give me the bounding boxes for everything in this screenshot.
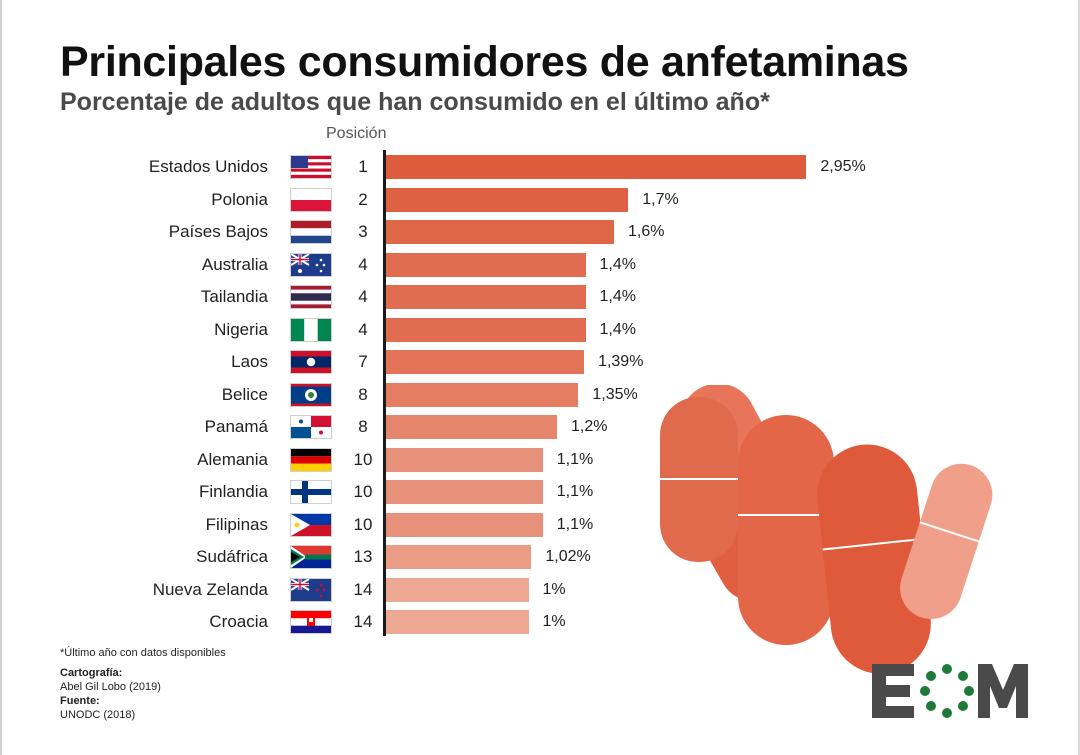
flag-nigeria-icon xyxy=(290,317,332,342)
bar xyxy=(386,512,543,537)
cartography-label: Cartografía: xyxy=(60,667,123,679)
country-label: Laos xyxy=(231,352,268,371)
flag-croatia-icon xyxy=(290,610,332,634)
flag-belize-icon xyxy=(290,382,332,407)
value-label: 1,1% xyxy=(556,450,594,468)
position-value: 10 xyxy=(353,514,373,534)
value-label: 1,02% xyxy=(545,548,591,565)
frame-edge-right xyxy=(1078,0,1080,755)
bar xyxy=(386,187,629,212)
flag-finland-icon xyxy=(290,480,332,504)
value-label: 1,4% xyxy=(599,288,636,305)
bar xyxy=(386,350,585,374)
source-label: Fuente: xyxy=(60,695,100,707)
country-label: Nigeria xyxy=(214,319,268,339)
value-label: 1,7% xyxy=(642,190,679,208)
value-label: 1,1% xyxy=(556,483,594,500)
value-label: 1,39% xyxy=(598,353,644,370)
position-value: 4 xyxy=(358,287,368,306)
chart-title: Principales consumidores de anfetaminas xyxy=(60,38,909,86)
country-label: Filipinas xyxy=(205,514,268,534)
flag-new-zealand-icon xyxy=(290,577,332,602)
position-value: 10 xyxy=(353,482,373,501)
bar xyxy=(386,220,614,244)
position-column-header: Posición xyxy=(326,125,387,142)
country-label: Tailandia xyxy=(200,287,268,306)
value-label: 2,95% xyxy=(820,158,866,175)
footer-notes: *Último año con datos disponibles Cartog… xyxy=(60,646,226,722)
position-value: 3 xyxy=(358,222,368,241)
flag-panama-icon xyxy=(290,415,332,439)
value-label: 1,2% xyxy=(571,418,608,435)
country-label: Belice xyxy=(221,384,268,404)
value-label: 1% xyxy=(542,613,566,630)
bar xyxy=(386,610,529,634)
value-label: 1% xyxy=(542,580,566,598)
country-label: Sudáfrica xyxy=(196,547,268,566)
country-label: Nueva Zelanda xyxy=(152,579,268,599)
position-value: 4 xyxy=(358,254,368,274)
bar xyxy=(386,285,586,309)
flag-australia-icon xyxy=(290,252,332,277)
flag-netherlands-icon xyxy=(290,220,332,244)
flag-thailand-icon xyxy=(290,285,332,309)
country-label: Croacia xyxy=(209,612,268,631)
position-value: 2 xyxy=(358,189,368,209)
flag-laos-icon xyxy=(290,350,332,374)
position-value: 4 xyxy=(358,319,368,339)
flag-south-africa-icon xyxy=(290,545,332,569)
value-label: 1,6% xyxy=(628,223,665,240)
country-label: Países Bajos xyxy=(168,222,268,241)
bar xyxy=(386,382,579,407)
position-value: 14 xyxy=(353,579,373,599)
bar xyxy=(386,447,543,472)
frame-edge-left xyxy=(0,0,2,755)
y-axis-line xyxy=(383,150,386,636)
position-value: 10 xyxy=(353,449,373,469)
bar xyxy=(386,545,532,569)
value-label: 1,4% xyxy=(599,320,636,338)
bar xyxy=(386,317,586,342)
bar xyxy=(386,415,557,439)
flag-germany-icon xyxy=(290,447,332,472)
bar xyxy=(386,155,807,179)
country-label: Australia xyxy=(201,254,268,274)
bar xyxy=(386,252,586,277)
country-label: Panamá xyxy=(204,417,268,436)
country-label: Alemania xyxy=(197,449,268,469)
eom-logo xyxy=(872,664,1028,718)
bar xyxy=(386,480,543,504)
flag-poland-icon xyxy=(290,187,332,212)
pills-icon xyxy=(660,385,993,674)
country-label: Polonia xyxy=(211,189,268,209)
position-value: 13 xyxy=(353,547,373,566)
source-value: UNODC (2018) xyxy=(60,709,136,721)
value-label: 1,4% xyxy=(599,255,636,273)
footnote: *Último año con datos disponibles xyxy=(60,647,226,659)
chart-subtitle: Porcentaje de adultos que han consumido … xyxy=(60,88,770,116)
country-label: Finlandia xyxy=(199,482,268,501)
flag-usa-icon xyxy=(290,155,332,179)
value-label: 1,1% xyxy=(556,515,594,533)
flag-philippines-icon xyxy=(290,512,332,537)
bar xyxy=(386,577,529,602)
value-label: 1,35% xyxy=(592,385,638,403)
position-value: 14 xyxy=(353,612,373,631)
country-label: Estados Unidos xyxy=(148,157,268,176)
position-value: 1 xyxy=(358,157,368,176)
cartography-value: Abel Gil Lobo (2019) xyxy=(60,681,161,693)
position-value: 8 xyxy=(358,417,368,436)
position-value: 7 xyxy=(358,352,368,371)
position-value: 8 xyxy=(358,384,368,404)
